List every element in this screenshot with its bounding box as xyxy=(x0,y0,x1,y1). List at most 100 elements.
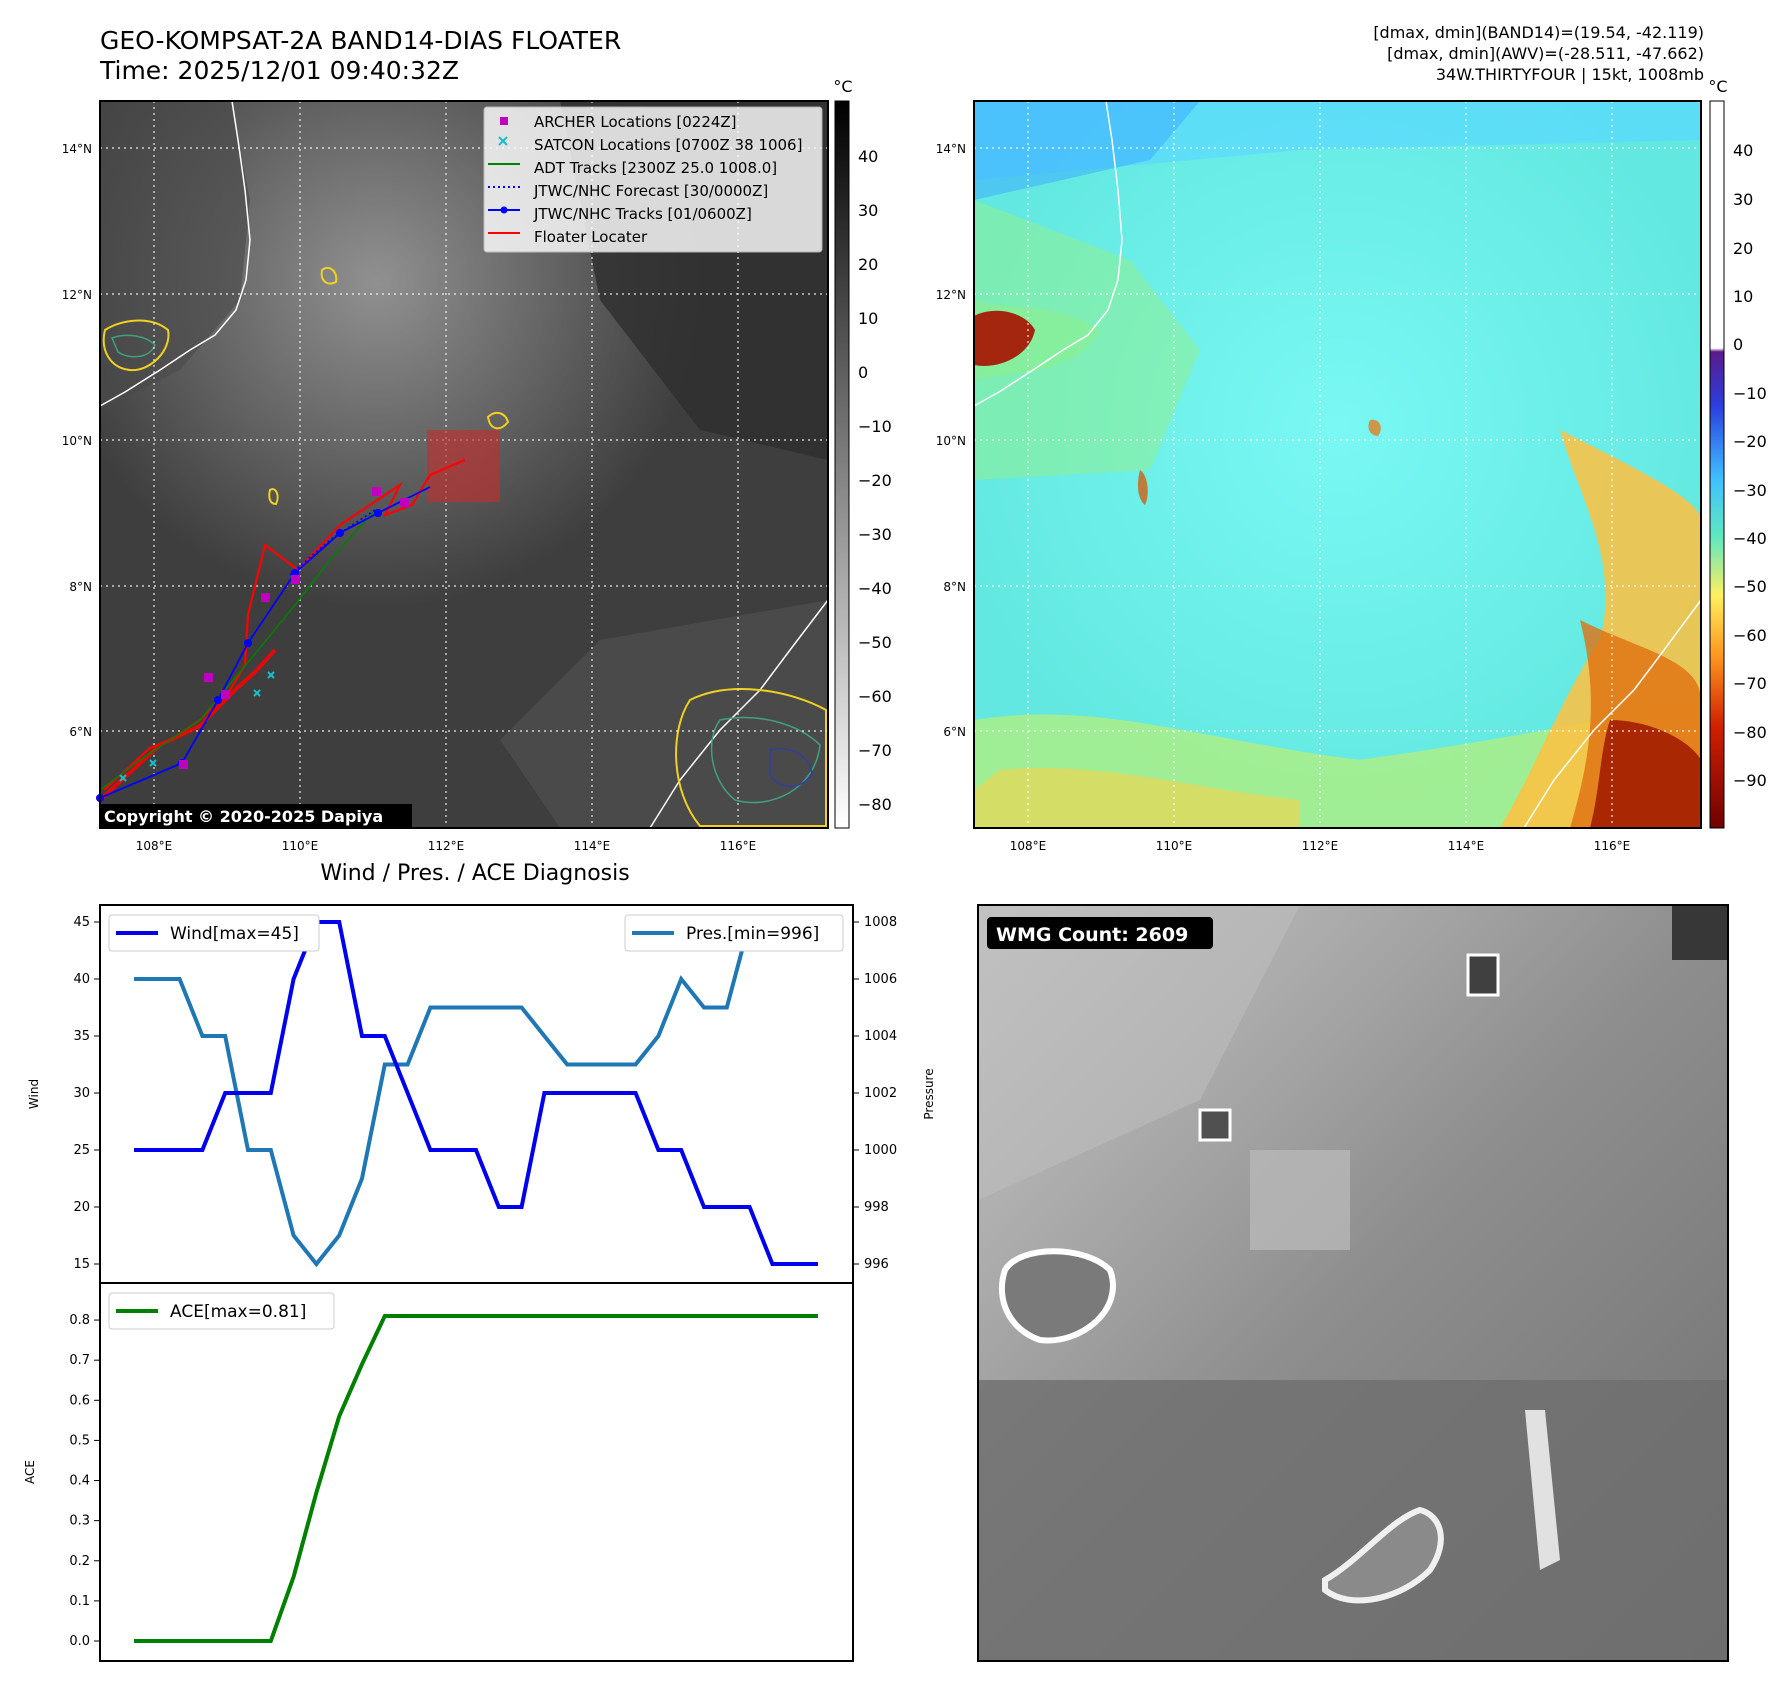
ace-legend: ACE[max=0.81] xyxy=(108,1292,335,1330)
wind-tick-label: 25 xyxy=(73,1143,90,1158)
ace-tick-label: 0.3 xyxy=(69,1514,90,1529)
cbar-tick: −20 xyxy=(1733,432,1767,451)
cbar-unit: °C xyxy=(1708,77,1727,96)
copyright-text: Copyright © 2020-2025 Dapiya xyxy=(104,807,383,826)
lat-tick: 10°N xyxy=(936,434,966,448)
right-lat-ticks: 14°N 12°N 10°N 8°N 6°N xyxy=(936,142,966,739)
cbar-tick: 20 xyxy=(1733,239,1753,258)
cbar-tick: −40 xyxy=(1733,529,1767,548)
lat-tick: 12°N xyxy=(936,288,966,302)
pressure-legend-label: Pres.[min=996] xyxy=(686,924,819,944)
pressure-series-line xyxy=(134,920,818,1268)
pressure-tick-label: 996 xyxy=(864,1257,889,1272)
cbar-tick: 0 xyxy=(1733,335,1743,354)
ace-legend-label: ACE[max=0.81] xyxy=(170,1302,306,1322)
wind-legend: Wind[max=45] xyxy=(108,914,320,952)
cbar-tick: −50 xyxy=(858,633,892,652)
legend-label-3: JTWC/NHC Forecast [30/0000Z] xyxy=(533,182,768,200)
cbar-tick: −40 xyxy=(858,579,892,598)
ir-map-panel xyxy=(96,100,829,829)
legend-label-2: ADT Tracks [2300Z 25.0 1008.0] xyxy=(534,159,777,177)
lon-tick: 108°E xyxy=(136,839,173,853)
ace-tick-label: 0.0 xyxy=(69,1634,90,1649)
lat-tick: 14°N xyxy=(936,142,966,156)
cbar-tick: −10 xyxy=(1733,384,1767,403)
lat-tick: 8°N xyxy=(943,580,966,594)
wind-tick-label: 20 xyxy=(73,1200,90,1215)
ace-tick-label: 0.6 xyxy=(69,1393,90,1408)
pressure-legend: Pres.[min=996] xyxy=(624,914,844,952)
legend-label-4: JTWC/NHC Tracks [01/0600Z] xyxy=(533,205,752,223)
wind-tick-label: 15 xyxy=(73,1257,90,1272)
left-lat-ticks: 14°N 12°N 10°N 8°N 6°N xyxy=(62,142,92,739)
cbar-tick: −60 xyxy=(1733,626,1767,645)
cbar-tick: −70 xyxy=(858,741,892,760)
cbar-tick: −60 xyxy=(858,687,892,706)
diagnosis-title: Wind / Pres. / ACE Diagnosis xyxy=(320,861,629,886)
lat-tick: 6°N xyxy=(943,725,966,739)
wmg-count-label: WMG Count: 2609 xyxy=(996,924,1188,946)
lat-tick: 6°N xyxy=(69,725,92,739)
floater-box xyxy=(427,430,500,502)
pressure-tick-label: 1004 xyxy=(864,1029,897,1044)
ace-plot xyxy=(99,1282,854,1662)
copyright-box xyxy=(100,804,412,828)
wind-pressure-plot xyxy=(99,904,854,1284)
wind-axis-label: Wind xyxy=(27,1079,41,1109)
ace-series-line xyxy=(134,1314,818,1643)
pressure-tick-label: 1002 xyxy=(864,1086,897,1101)
cbar-tick: −90 xyxy=(1733,771,1767,790)
ace-tick-label: 0.2 xyxy=(69,1554,90,1569)
pressure-tick-label: 1006 xyxy=(864,972,897,987)
lon-tick: 114°E xyxy=(1448,839,1485,853)
figure-title: GEO-KOMPSAT-2A BAND14-DIAS FLOATER Time:… xyxy=(100,26,622,85)
cbar-unit: °C xyxy=(833,77,852,96)
ace-tick-label: 0.5 xyxy=(69,1433,90,1448)
wind-tick-label: 45 xyxy=(73,915,90,930)
lon-tick: 110°E xyxy=(1156,839,1193,853)
ace-tick-label: 0.4 xyxy=(69,1474,90,1489)
cbar-tick: −10 xyxy=(858,417,892,436)
pressure-tick-label: 998 xyxy=(864,1200,889,1215)
cbar-tick: 20 xyxy=(858,255,878,274)
lon-tick: 110°E xyxy=(282,839,319,853)
cbar-tick: 40 xyxy=(858,147,878,166)
pressure-tick-label: 1000 xyxy=(864,1143,897,1158)
lat-tick: 10°N xyxy=(62,434,92,448)
awv-colorbar: °C 40 30 20 10 0 −10 −20 −30 −40 −50 −60… xyxy=(1708,77,1767,829)
lon-tick: 116°E xyxy=(720,839,757,853)
ace-y-ticks: 0.8 0.7 0.6 0.5 0.4 0.3 0.2 0.1 0.0 xyxy=(69,1313,100,1649)
archer-markers xyxy=(179,487,409,769)
wind-y-ticks: 45 40 35 30 25 20 15 xyxy=(73,915,100,1272)
wind-tick-label: 35 xyxy=(73,1029,90,1044)
cbar-tick: 0 xyxy=(858,363,868,382)
right-lon-ticks: 108°E 110°E 112°E 114°E 116°E xyxy=(1010,839,1631,853)
cbar-tick: 40 xyxy=(1733,141,1753,160)
ace-axis-label: ACE xyxy=(23,1460,37,1484)
awv-map-panel xyxy=(973,100,1702,829)
cbar-tick: −30 xyxy=(1733,481,1767,500)
lon-tick: 116°E xyxy=(1594,839,1631,853)
ace-tick-label: 0.7 xyxy=(69,1353,90,1368)
map-legend: ARCHER Locations [0224Z] SATCON Location… xyxy=(483,106,823,253)
cbar-tick: −50 xyxy=(1733,577,1767,596)
cbar-tick: 10 xyxy=(858,309,878,328)
cbar-tick: −80 xyxy=(1733,723,1767,742)
wind-tick-label: 40 xyxy=(73,972,90,987)
adt-track xyxy=(99,509,376,791)
wind-series-line xyxy=(134,920,818,1266)
pressure-axis-label: Pressure xyxy=(922,1068,936,1119)
legend-label-5: Floater Locater xyxy=(534,228,648,246)
archer-legend-icon xyxy=(500,117,508,125)
jtwc-track xyxy=(99,486,431,799)
lon-tick: 108°E xyxy=(1010,839,1047,853)
pressure-tick-label: 1008 xyxy=(864,915,897,930)
cbar-tick: 10 xyxy=(1733,287,1753,306)
lon-tick: 112°E xyxy=(428,839,465,853)
ace-tick-label: 0.8 xyxy=(69,1313,90,1328)
cbar-tick: −30 xyxy=(858,525,892,544)
cbar-tick: −20 xyxy=(858,471,892,490)
cbar-tick: 30 xyxy=(858,201,878,220)
left-lon-ticks: 108°E 110°E 112°E 114°E 116°E xyxy=(136,839,757,853)
